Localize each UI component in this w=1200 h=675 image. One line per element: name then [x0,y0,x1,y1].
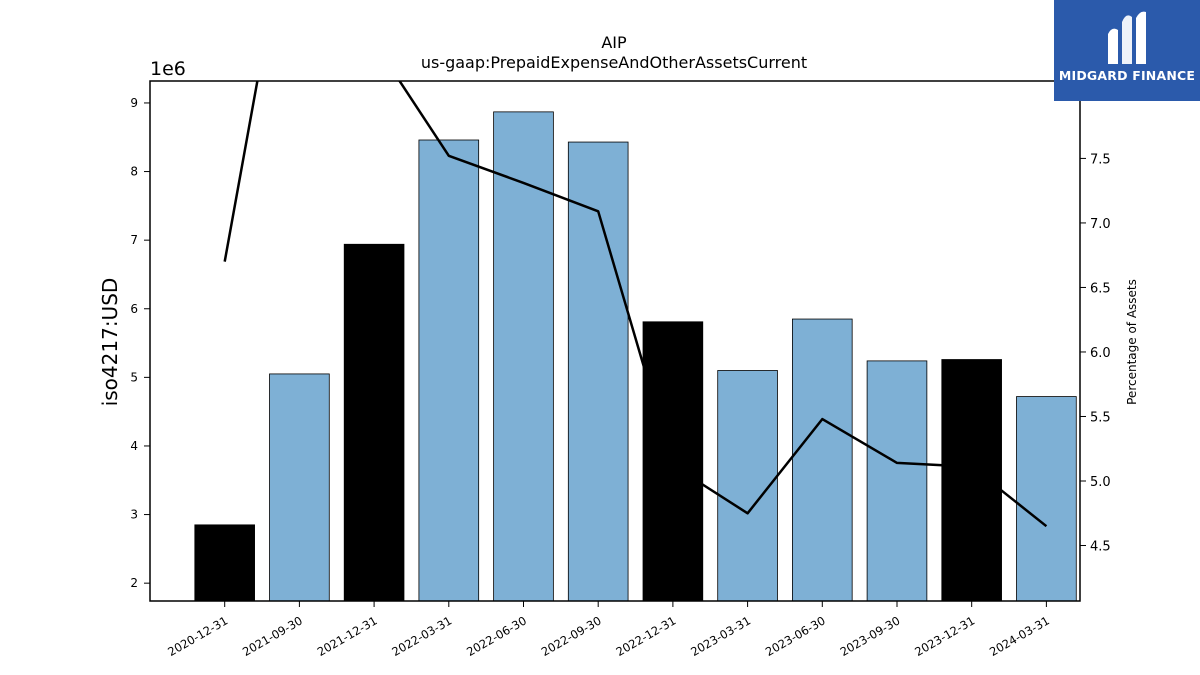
x-tick-label: 2023-06-30 [763,613,828,659]
x-tick-label: 2023-12-31 [912,613,977,659]
bar-2021-09-30 [269,373,330,602]
bar-2023-09-30 [866,360,928,602]
bar-2022-09-30 [567,141,629,602]
x-tick-label: 2022-12-31 [614,613,679,659]
bar-2023-12-31 [941,359,1002,602]
y-offset-label: 1e6 [150,58,186,80]
y2-tick-label: 6.5 [1090,281,1111,296]
y2-axis-label: Percentage of Assets [1125,279,1139,405]
bar-2022-03-31 [418,139,480,602]
brand-name: MIDGARD FINANCE [1058,68,1196,83]
y2-tick-label: 5.5 [1090,410,1111,425]
x-tick-label: 2024-03-31 [987,613,1052,659]
y-tick-label: 2 [130,576,138,590]
bar-2020-12-31 [194,524,255,602]
x-tick-label: 2022-06-30 [464,613,529,659]
y-tick-label: 9 [130,96,138,110]
x-tick-label: 2023-09-30 [838,613,903,659]
x-tick-label: 2022-03-31 [389,613,454,659]
y-tick-label: 6 [130,302,138,316]
y2-tick-label: 6.0 [1090,346,1111,361]
y-tick-label: 5 [130,370,138,384]
x-tick-label: 2020-12-31 [165,613,230,659]
midgard-logo-icon [1108,11,1146,65]
y-tick-label: 7 [130,233,138,247]
y2-tick-label: 7.0 [1090,217,1111,232]
x-tick-label: 2023-03-31 [688,613,753,659]
y-tick-label: 3 [130,508,138,522]
bar-2022-06-30 [493,111,554,602]
chart-subtitle: us-gaap:PrepaidExpenseAndOtherAssetsCurr… [421,53,807,72]
bar-group [194,111,1077,602]
y2-tick-label: 7.5 [1090,152,1111,167]
plot-frame [149,80,1081,602]
bar-2024-03-31 [1016,396,1077,602]
y-axis-label: iso4217:USD [98,278,122,407]
bar-2023-03-31 [717,370,778,602]
chart-title: AIP [601,33,627,52]
bar-2021-12-31 [343,243,405,602]
x-tick-label: 2021-12-31 [315,613,380,659]
percentage-line [223,81,1048,528]
y2-tick-label: 5.0 [1090,475,1111,490]
brand-banner: MIDGARD FINANCE [1054,0,1200,101]
bar-2023-06-30 [792,318,853,602]
x-tick-label: 2022-09-30 [539,613,604,659]
y2-tick-label: 4.5 [1090,540,1111,555]
x-tick-label: 2021-09-30 [240,613,305,659]
y-tick-label: 8 [130,165,138,179]
y-tick-label: 4 [130,439,138,453]
